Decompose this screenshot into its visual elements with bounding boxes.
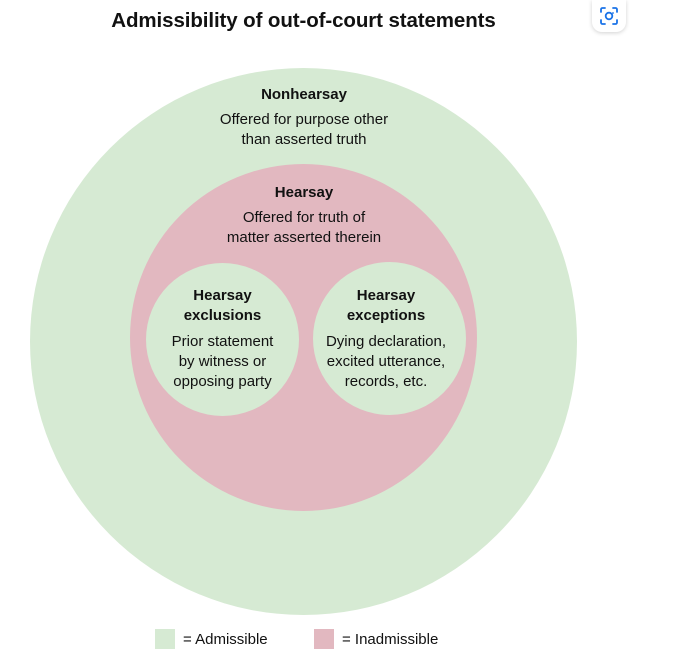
exclusions-heading-line1: Hearsay xyxy=(193,287,252,304)
exclusions-desc-line1: Prior statement xyxy=(171,333,274,350)
nonhearsay-label: Nonhearsay Offered for purpose other tha… xyxy=(154,85,454,150)
nonhearsay-heading: Nonhearsay xyxy=(261,86,347,103)
diagram-title: Admissibility of out-of-court statements xyxy=(111,9,496,32)
inadmissible-legend-label: = Inadmissible xyxy=(342,630,439,648)
admissible-swatch xyxy=(155,629,175,649)
exceptions-desc-line2: excited utterance, xyxy=(326,353,446,370)
exclusions-label: Hearsay exclusions Prior statement by wi… xyxy=(146,286,299,392)
hearsay-label: Hearsay Offered for truth of matter asse… xyxy=(154,183,454,248)
inadmissible-swatch xyxy=(314,629,334,649)
exceptions-desc-line3: records, etc. xyxy=(344,373,428,390)
admissible-legend-label: = Admissible xyxy=(183,630,268,648)
visual-search-button[interactable] xyxy=(592,0,626,32)
exceptions-label: Hearsay exceptions Dying declaration, ex… xyxy=(306,286,466,392)
exclusions-desc-line2: by witness or xyxy=(178,353,267,370)
hearsay-desc-line2: matter asserted therein xyxy=(226,229,382,246)
nonhearsay-desc-line2: than asserted truth xyxy=(241,131,367,148)
exclusions-heading-line2: exclusions xyxy=(183,307,262,324)
hearsay-desc-line1: Offered for truth of xyxy=(242,209,366,226)
exceptions-heading-line1: Hearsay xyxy=(356,287,416,304)
exceptions-heading-line2: exceptions xyxy=(346,307,426,324)
exclusions-circle xyxy=(146,263,299,416)
exceptions-circle xyxy=(313,262,466,415)
legend-admissible: = Admissible xyxy=(155,628,268,650)
exceptions-desc-line1: Dying declaration, xyxy=(325,333,447,350)
lens-search-icon xyxy=(600,7,618,25)
nonhearsay-desc-line1: Offered for purpose other xyxy=(219,111,389,128)
exclusions-desc-line3: opposing party xyxy=(173,373,272,390)
hearsay-heading: Hearsay xyxy=(274,184,334,201)
legend-inadmissible: = Inadmissible xyxy=(314,628,438,650)
